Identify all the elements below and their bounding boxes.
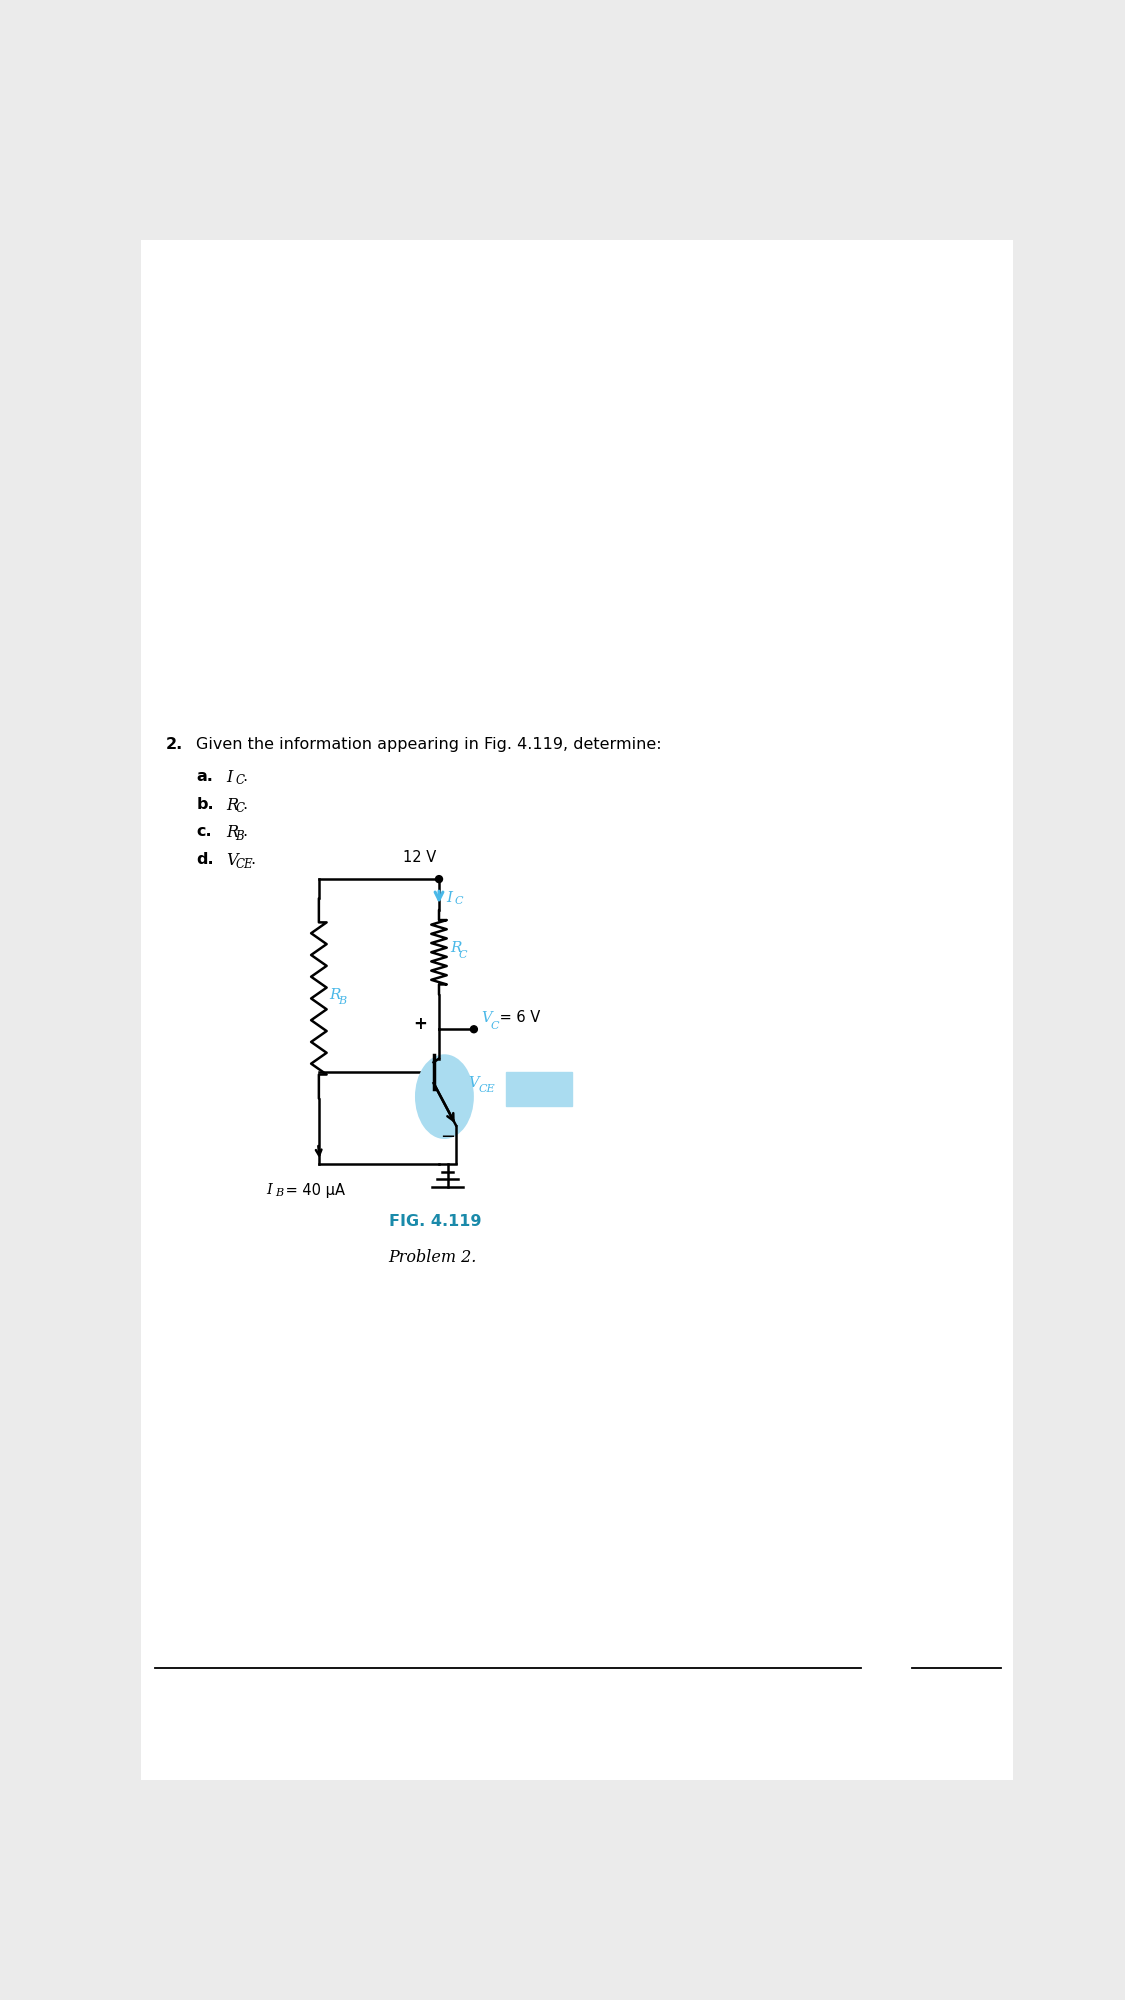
Text: FIG. 4.119: FIG. 4.119	[388, 1214, 481, 1230]
Text: Problem 2.: Problem 2.	[388, 1248, 477, 1266]
Circle shape	[435, 876, 442, 882]
Text: R: R	[330, 988, 341, 1002]
Text: 12 V: 12 V	[403, 850, 436, 866]
Text: C: C	[235, 774, 244, 788]
Text: B: B	[339, 996, 346, 1006]
Text: B: B	[276, 1188, 284, 1198]
Text: C: C	[455, 896, 464, 906]
Text: V: V	[226, 852, 237, 870]
Text: .: .	[250, 852, 255, 868]
Text: R: R	[226, 824, 237, 842]
Text: I: I	[226, 768, 232, 786]
Text: +: +	[414, 1014, 428, 1032]
Text: a.: a.	[197, 768, 214, 784]
Text: β = 80: β = 80	[513, 1082, 562, 1096]
Text: B: B	[235, 830, 244, 842]
Text: b.: b.	[197, 796, 214, 812]
Text: = 6 V: = 6 V	[495, 1010, 540, 1026]
Text: I: I	[267, 1184, 272, 1198]
Text: 2.: 2.	[165, 736, 182, 752]
Text: CE: CE	[479, 1084, 495, 1094]
Circle shape	[470, 1026, 477, 1032]
Text: Given the information appearing in Fig. 4.119, determine:: Given the information appearing in Fig. …	[197, 736, 662, 752]
FancyBboxPatch shape	[506, 1072, 572, 1106]
Text: d.: d.	[197, 852, 214, 868]
Text: CE: CE	[235, 858, 253, 870]
Text: −: −	[440, 1128, 456, 1146]
Text: .: .	[243, 796, 248, 812]
Text: R: R	[450, 942, 461, 956]
Text: C: C	[235, 802, 244, 816]
Text: C: C	[490, 1020, 500, 1030]
Text: .: .	[243, 824, 248, 840]
Text: c.: c.	[197, 824, 212, 840]
Text: V: V	[482, 1012, 493, 1026]
Text: C: C	[459, 950, 467, 960]
FancyBboxPatch shape	[141, 240, 1012, 1780]
Text: R: R	[226, 796, 237, 814]
Text: V: V	[468, 1076, 479, 1090]
Text: = 40 μA: = 40 μA	[280, 1184, 344, 1198]
Ellipse shape	[415, 1054, 474, 1138]
Text: I: I	[446, 892, 452, 906]
Text: .: .	[243, 768, 248, 784]
